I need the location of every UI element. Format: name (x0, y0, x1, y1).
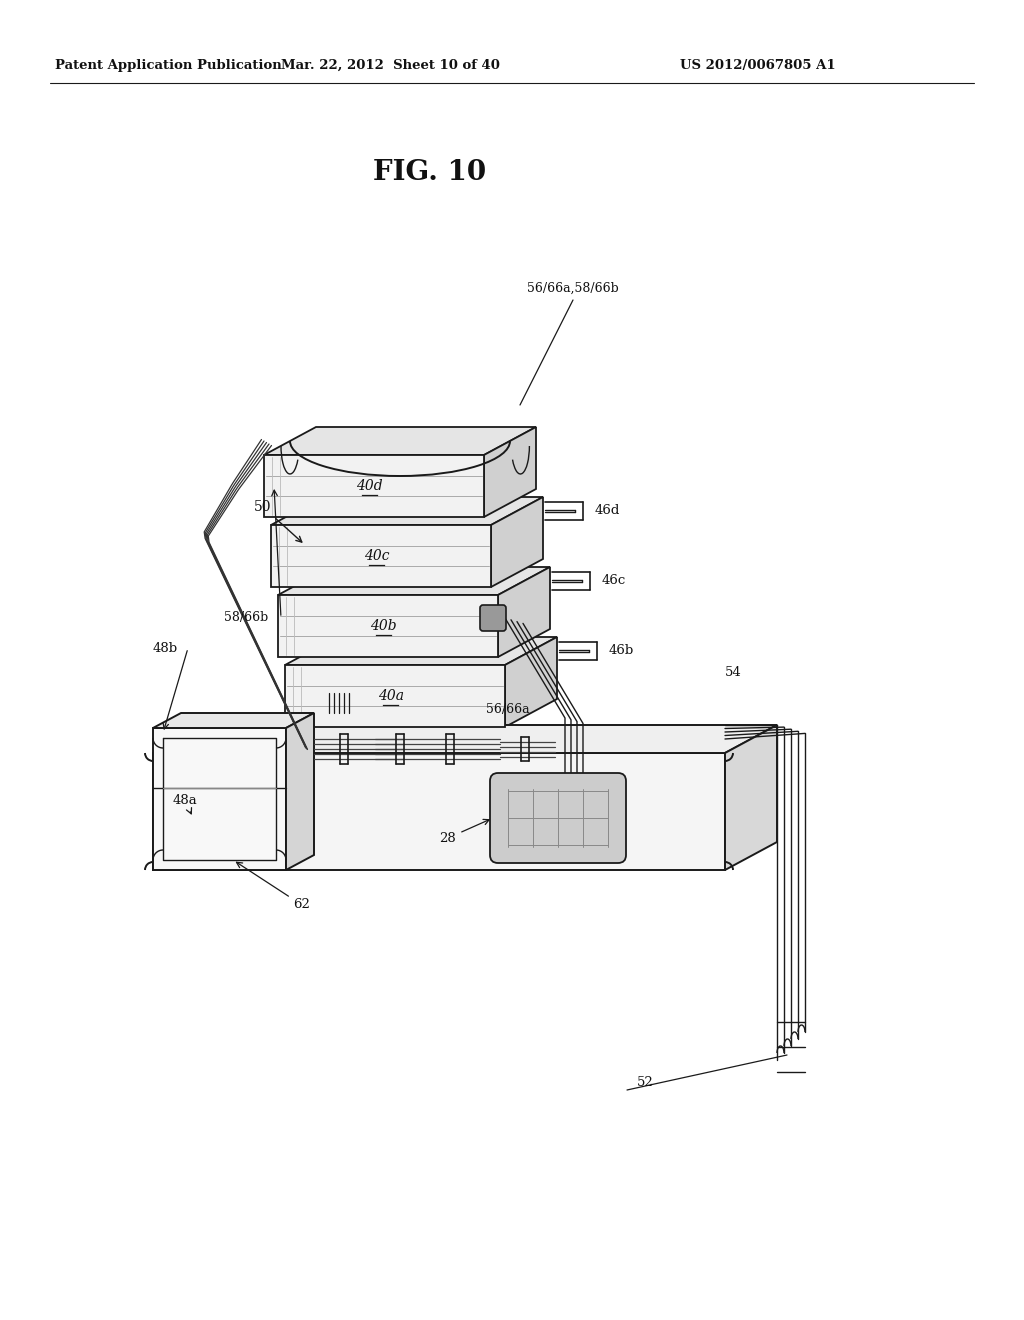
Text: 58/66b: 58/66b (224, 611, 268, 624)
Text: 46d: 46d (595, 504, 621, 517)
Text: 40b: 40b (371, 619, 397, 634)
Text: Patent Application Publication: Patent Application Publication (55, 58, 282, 71)
Text: 28: 28 (439, 820, 489, 845)
Polygon shape (271, 525, 490, 587)
Polygon shape (725, 725, 777, 870)
FancyBboxPatch shape (490, 774, 626, 863)
Text: 48b: 48b (153, 642, 178, 655)
Text: 52: 52 (637, 1076, 653, 1089)
Text: 48a: 48a (173, 793, 198, 814)
Text: 40c: 40c (364, 549, 389, 564)
Text: 62: 62 (237, 862, 310, 912)
Text: 54: 54 (725, 665, 741, 678)
Polygon shape (285, 638, 557, 665)
Text: 56/66a,58/66b: 56/66a,58/66b (527, 281, 618, 294)
Text: Mar. 22, 2012  Sheet 10 of 40: Mar. 22, 2012 Sheet 10 of 40 (281, 58, 500, 71)
Text: 50: 50 (254, 500, 302, 543)
Text: 40d: 40d (356, 479, 383, 492)
Polygon shape (153, 713, 314, 729)
Polygon shape (153, 752, 725, 870)
Polygon shape (153, 729, 286, 870)
Polygon shape (271, 498, 543, 525)
Polygon shape (505, 638, 557, 727)
Polygon shape (484, 426, 536, 517)
Polygon shape (278, 595, 498, 657)
Text: 46c: 46c (602, 574, 627, 587)
Polygon shape (278, 568, 550, 595)
Polygon shape (498, 568, 550, 657)
Polygon shape (490, 498, 543, 587)
Text: US 2012/0067805 A1: US 2012/0067805 A1 (680, 58, 836, 71)
Polygon shape (285, 665, 505, 727)
Polygon shape (153, 725, 777, 752)
Text: 46b: 46b (609, 644, 634, 657)
Polygon shape (264, 455, 484, 517)
Polygon shape (286, 713, 314, 870)
Text: FIG. 10: FIG. 10 (374, 158, 486, 186)
Polygon shape (264, 426, 536, 455)
FancyBboxPatch shape (480, 605, 506, 631)
Text: 56/66a: 56/66a (486, 704, 529, 717)
Text: 40a: 40a (378, 689, 403, 704)
